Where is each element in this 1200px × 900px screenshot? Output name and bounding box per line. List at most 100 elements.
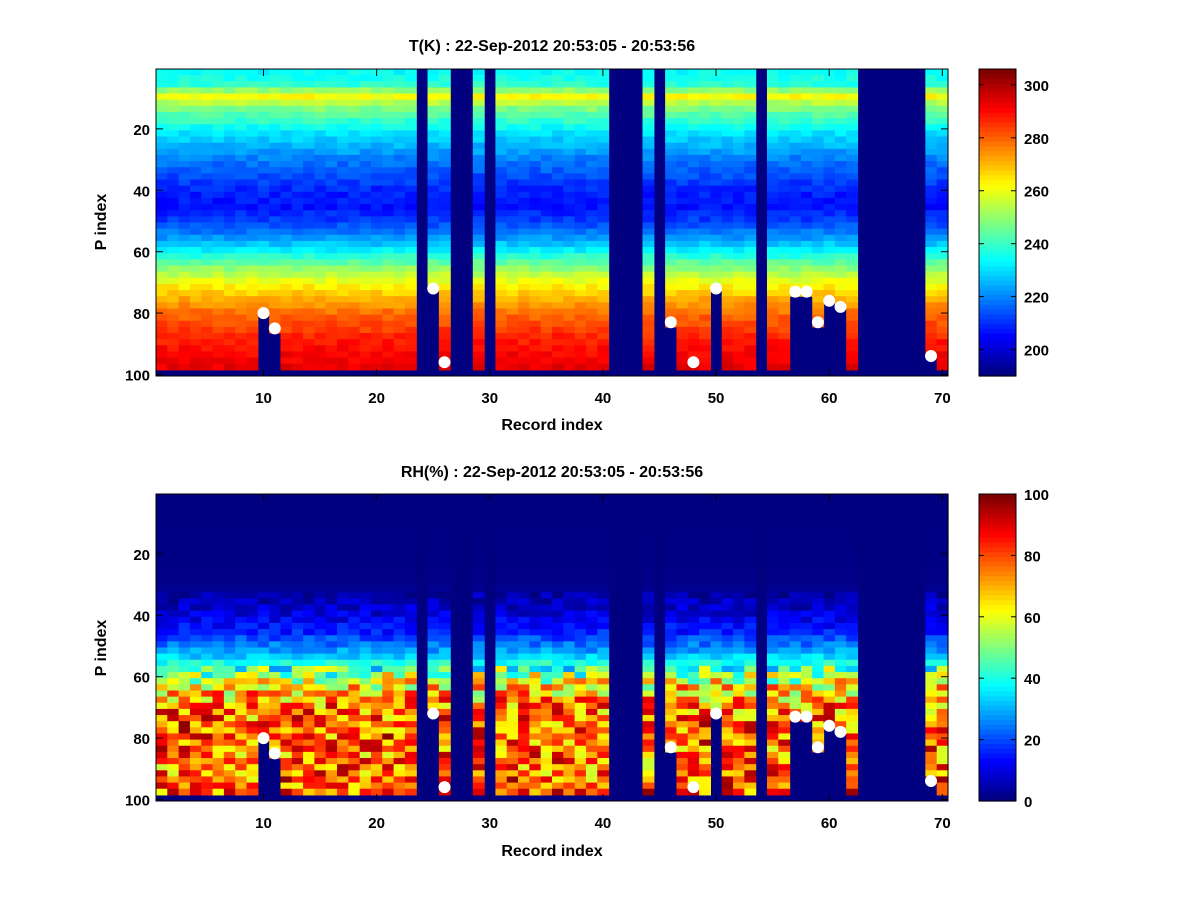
heatmap-cell [303, 665, 315, 673]
heatmap-cell [235, 247, 248, 254]
heatmap-cell [337, 228, 349, 236]
heatmap-cell [348, 733, 361, 741]
heatmap-cell [189, 592, 202, 599]
heatmap-cell [337, 586, 349, 593]
heatmap-cell [167, 672, 180, 679]
heatmap-cell [382, 296, 395, 303]
heatmap-cell [212, 696, 225, 704]
heatmap-column [721, 69, 734, 371]
heatmap-cell [212, 228, 225, 236]
heatmap-cell [800, 179, 813, 187]
heatmap-cell [337, 173, 349, 181]
heatmap-cell [665, 616, 678, 624]
heatmap-cell [370, 271, 383, 279]
heatmap-cell [156, 320, 168, 328]
heatmap-cell [189, 586, 202, 593]
heatmap-cell [529, 530, 542, 538]
heatmap-cell [744, 684, 757, 692]
heatmap-cell [246, 265, 259, 273]
heatmap-cell [789, 118, 802, 125]
heatmap-cell [359, 314, 372, 322]
heatmap-cell [212, 130, 225, 138]
heatmap-cell [178, 345, 191, 353]
heatmap-cell [812, 93, 825, 101]
heatmap-cell [348, 555, 361, 563]
heatmap-cell [936, 351, 949, 359]
heatmap-cell [563, 708, 576, 716]
heatmap-cell [359, 494, 372, 501]
heatmap-cell [472, 604, 485, 612]
heatmap-cell [178, 111, 191, 119]
heatmap-cell [778, 228, 791, 236]
heatmap-cell [303, 283, 315, 291]
heatmap-cell [778, 259, 791, 267]
heatmap-cell [269, 708, 282, 716]
heatmap-cell [733, 739, 745, 747]
heatmap-cell [540, 302, 553, 310]
heatmap-cell [303, 647, 315, 655]
heatmap-cell [733, 494, 745, 501]
heatmap-cell [201, 271, 214, 279]
heatmap-cell [201, 567, 214, 575]
heatmap-cell [404, 142, 417, 150]
heatmap-cell [156, 81, 168, 89]
heatmap-cell [699, 751, 711, 759]
heatmap-cell [156, 555, 168, 563]
heatmap-cell [733, 154, 745, 162]
heatmap-cell [506, 518, 519, 526]
heatmap-cell [506, 616, 519, 624]
colorbar-segment [979, 318, 1016, 324]
heatmap-cell [642, 524, 655, 532]
heatmap-cell [427, 616, 440, 624]
heatmap-cell [936, 253, 949, 260]
heatmap-cell [529, 764, 542, 771]
heatmap-cell [291, 616, 304, 624]
heatmap-cell [563, 118, 576, 125]
heatmap-cell [687, 500, 700, 507]
heatmap-cell [699, 494, 711, 501]
heatmap-column [325, 69, 338, 371]
heatmap-cell [404, 518, 417, 526]
heatmap-cell [291, 142, 304, 150]
heatmap-cell [687, 228, 700, 236]
heatmap-cell [393, 75, 406, 82]
heatmap-cell [665, 635, 678, 642]
heatmap-cell [518, 518, 530, 526]
heatmap-cell [382, 567, 395, 575]
heatmap-cell [291, 253, 304, 260]
heatmap-cell [472, 745, 485, 753]
heatmap-cell [676, 167, 689, 174]
heatmap-cell [585, 586, 598, 593]
heatmap-cell [246, 622, 259, 630]
heatmap-cell [438, 136, 451, 144]
heatmap-cell [189, 770, 202, 778]
heatmap-cell [800, 99, 813, 107]
heatmap-cell [642, 191, 655, 199]
heatmap-cell [495, 345, 508, 353]
heatmap-cell [472, 567, 485, 575]
heatmap-cell [597, 222, 610, 230]
heatmap-cell [766, 197, 779, 205]
heatmap-cell [687, 641, 700, 649]
heatmap-cell [201, 524, 214, 532]
heatmap-cell [642, 622, 655, 630]
heatmap-cell [925, 339, 938, 346]
y-tick-label: 40 [133, 183, 150, 200]
heatmap-cell [156, 136, 168, 144]
heatmap-cell [257, 665, 270, 673]
heatmap-cell [472, 733, 485, 741]
heatmap-cell [291, 148, 304, 156]
heatmap-cell [156, 283, 168, 291]
heatmap-cell [699, 758, 711, 765]
heatmap-cell [382, 616, 395, 624]
heatmap-cell [393, 610, 406, 618]
heatmap-cell [495, 333, 508, 340]
heatmap-cell [348, 167, 361, 174]
heatmap-cell [280, 543, 293, 550]
heatmap-cell [597, 530, 610, 538]
heatmap-cell [574, 271, 587, 279]
heatmap-cell [687, 573, 700, 581]
heatmap-cell [834, 283, 847, 291]
heatmap-cell [382, 518, 395, 526]
heatmap-cell [359, 351, 372, 359]
